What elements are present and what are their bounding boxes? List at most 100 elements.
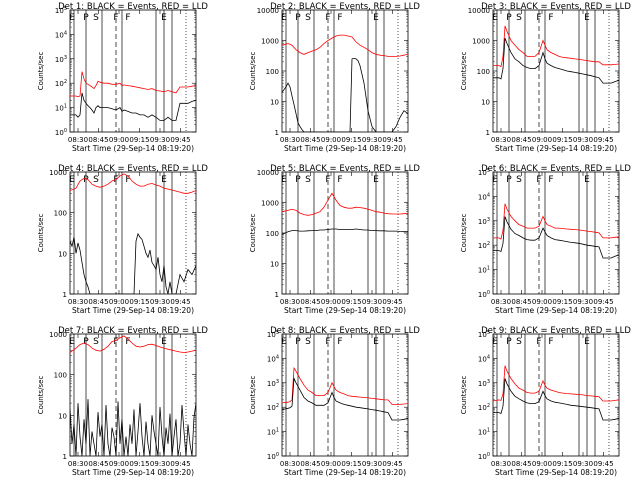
xtick-label: 09:30 (150, 460, 170, 468)
ytick-label: 103 (478, 217, 490, 226)
x-axis-label: Start Time (29-Sep-14 08:19:20) (284, 306, 406, 315)
ytick-label: 105 (478, 330, 490, 339)
event-marker-label: E (281, 337, 287, 347)
x-axis-label: Start Time (29-Sep-14 08:19:20) (495, 468, 617, 477)
ytick-label: 100 (55, 128, 67, 137)
panel-title: Det 8: BLACK = Events, RED = LLD (270, 326, 420, 336)
xtick-label: 08:45 (511, 136, 531, 144)
ytick-label: 1000 (472, 38, 490, 46)
xtick-label: 09:00 (321, 298, 341, 306)
series-lld-line (282, 366, 408, 405)
xtick-label: 09:45 (170, 298, 190, 306)
xtick-label: 08:45 (300, 136, 320, 144)
xtick-label: 09:30 (573, 460, 593, 468)
ytick-label: 10 (481, 99, 490, 107)
ytick-label: 1 (63, 291, 67, 299)
event-marker-label: E (161, 337, 167, 347)
xtick-label: 08:30 (68, 136, 88, 144)
ytick-label: 104 (267, 354, 279, 363)
event-marker-label: E (492, 13, 498, 23)
event-marker-label: F (548, 13, 553, 23)
ytick-label: 100 (266, 230, 279, 238)
ytick-label: 100 (478, 452, 490, 461)
event-marker-label: E (281, 13, 287, 23)
xtick-label: 09:00 (532, 136, 552, 144)
event-marker-label: P (506, 337, 512, 347)
y-axis-label: Counts/sec (249, 376, 257, 415)
xtick-label: 09:45 (382, 136, 402, 144)
event-marker-label: F (325, 13, 330, 23)
xtick-label: 09:30 (362, 298, 382, 306)
xtick-label: 09:45 (593, 136, 613, 144)
xtick-label: 09:15 (129, 136, 149, 144)
plot-frame (281, 333, 409, 457)
ytick-label: 101 (55, 104, 67, 113)
ytick-label: 104 (478, 192, 490, 201)
xtick-label: 09:45 (382, 298, 402, 306)
event-marker-label: E (584, 175, 590, 185)
ytick-label: 105 (55, 6, 67, 15)
series-events-line (70, 92, 196, 121)
x-axis-label: Start Time (29-Sep-14 08:19:20) (495, 306, 617, 315)
xtick-label: 09:15 (129, 298, 149, 306)
x-axis-label: Start Time (29-Sep-14 08:19:20) (284, 468, 406, 477)
event-marker-label: F (337, 175, 342, 185)
panel-det-8: Det 8: BLACK = Events, RED = LLD 100 101 10… (249, 326, 420, 477)
event-marker-label: F (337, 13, 342, 23)
series-lld-line (70, 71, 196, 98)
series-events-line (282, 57, 408, 132)
ytick-label: 1000 (261, 38, 279, 46)
event-marker-label: S (305, 13, 311, 23)
event-marker-label: E (69, 337, 75, 347)
series-events-line (493, 378, 619, 421)
event-marker-label: E (584, 13, 590, 23)
series-events-line (70, 399, 196, 456)
plot-frame (492, 333, 620, 457)
panel-title: Det 2: BLACK = Events, RED = LLD (270, 2, 420, 12)
event-marker-label: E (281, 175, 287, 185)
ytick-label: 101 (267, 428, 279, 437)
xtick-label: 08:30 (491, 298, 511, 306)
xtick-label: 09:30 (362, 460, 382, 468)
xtick-label: 09:15 (552, 460, 572, 468)
ytick-label: 102 (267, 403, 279, 412)
xtick-label: 08:30 (491, 460, 511, 468)
series-events-line (282, 228, 408, 235)
event-marker-label: F (125, 13, 130, 23)
ytick-label: 1000 (49, 169, 67, 177)
series-lld-line (70, 173, 196, 194)
series-lld-line (282, 192, 408, 216)
ytick-label: 102 (478, 403, 490, 412)
event-marker-label: P (83, 337, 89, 347)
panel-det-3: Det 3: BLACK = Events, RED = LLD 1 10 100 10… (460, 2, 631, 153)
series-events-line (493, 37, 619, 84)
y-axis-label: Counts/sec (460, 376, 468, 415)
event-marker-label: S (516, 175, 522, 185)
ytick-label: 10000 (257, 7, 279, 15)
event-marker-label: E (373, 337, 379, 347)
xtick-label: 08:45 (88, 298, 108, 306)
panel-det-4: Det 4: BLACK = Events, RED = LLD 1 10 100 10… (37, 164, 208, 315)
series-lld-line (493, 25, 619, 68)
event-marker-label: F (113, 13, 118, 23)
y-axis-label: Counts/sec (37, 376, 45, 415)
event-marker-label: F (548, 175, 553, 185)
xtick-label: 09:00 (109, 460, 129, 468)
panel-det-9: Det 9: BLACK = Events, RED = LLD 100 101 10… (460, 326, 631, 477)
xtick-label: 09:15 (552, 298, 572, 306)
event-marker-label: E (161, 175, 167, 185)
panel-title: Det 3: BLACK = Events, RED = LLD (481, 2, 631, 12)
xtick-label: 08:45 (88, 136, 108, 144)
series-lld-line (493, 203, 619, 240)
event-marker-label: P (506, 13, 512, 23)
event-marker-label: F (548, 337, 553, 347)
ytick-label: 100 (477, 68, 490, 76)
event-marker-label: E (161, 13, 167, 23)
xtick-label: 09:30 (150, 298, 170, 306)
event-marker-label: F (536, 337, 541, 347)
xtick-label: 09:15 (552, 136, 572, 144)
panel-title: Det 6: BLACK = Events, RED = LLD (481, 164, 631, 174)
